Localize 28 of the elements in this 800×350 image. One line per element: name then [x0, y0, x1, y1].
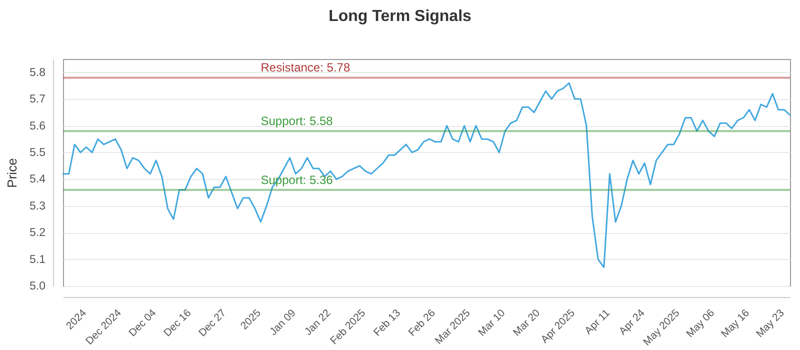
x-tick-label: Mar 20: [510, 307, 543, 339]
ref-line-label: Resistance: 5.78: [260, 60, 350, 75]
x-tick-label: May 16: [719, 307, 752, 340]
x-tick-label: Jan 09: [267, 307, 298, 338]
y-tick-label: 5.3: [30, 200, 46, 212]
y-tick-label: 5.4: [30, 174, 46, 186]
x-tick-label: May 06: [684, 307, 718, 340]
x-tick-label: May 23: [754, 307, 787, 340]
y-tick-label: 5.2: [30, 227, 46, 240]
x-tick-label: Jan 22: [302, 307, 334, 338]
y-tick-label: 5.7: [30, 94, 46, 106]
x-tick-label: Apr 11: [582, 307, 612, 337]
x-tick-label: Mar 10: [476, 307, 508, 339]
y-tick-label: 5.5: [30, 146, 46, 159]
chart-title: Long Term Signals: [328, 8, 472, 25]
x-tick-label: Dec 16: [162, 307, 194, 340]
y-axis-title: Price: [4, 158, 20, 188]
y-tick-label: 5.0: [30, 280, 46, 292]
y-tick-label: 5.6: [30, 120, 46, 132]
y-tick-label: 5.8: [30, 66, 46, 79]
ref-line-label: Support: 5.58: [260, 114, 334, 128]
x-tick-label: Feb 13: [371, 307, 404, 339]
x-tick-label: Apr 24: [616, 307, 648, 338]
y-tick-label: 5.1: [30, 254, 46, 266]
line-series: [62, 82, 791, 268]
x-tick-label: Dec 04: [126, 307, 159, 340]
x-tick-label: Feb 26: [406, 307, 438, 339]
x-tick-label: Dec 27: [196, 307, 229, 340]
